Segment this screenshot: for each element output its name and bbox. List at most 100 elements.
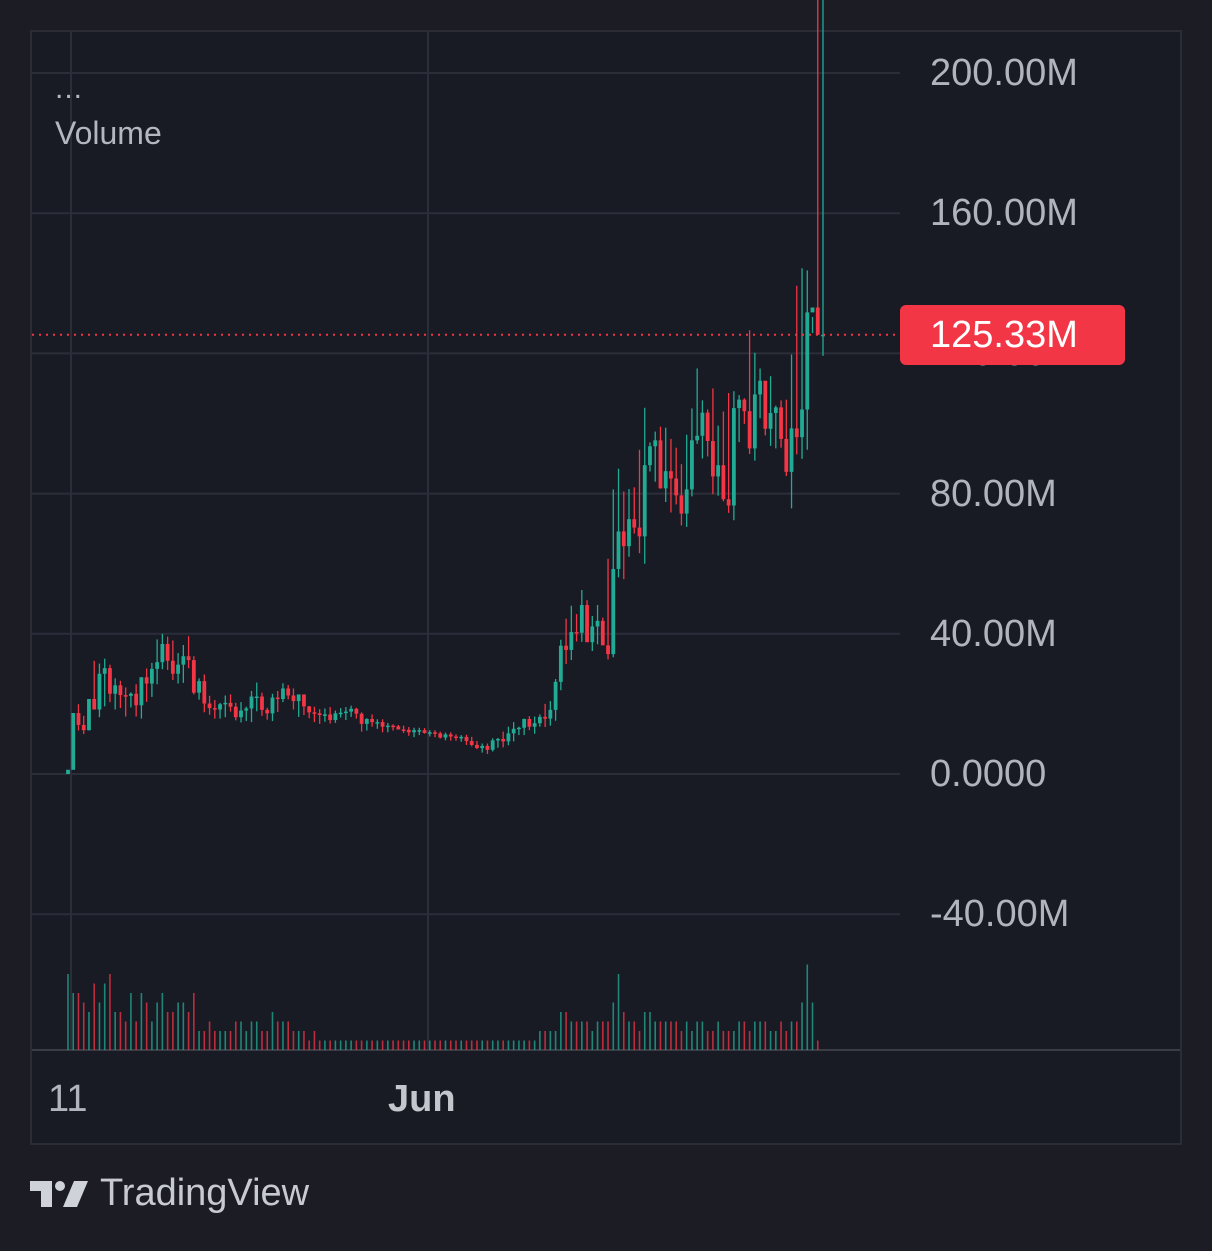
candle xyxy=(501,731,506,748)
volume-bar xyxy=(355,1040,358,1050)
candle-body xyxy=(354,708,359,714)
volume-bar xyxy=(607,1021,609,1050)
candle-body xyxy=(244,708,249,711)
candle xyxy=(296,694,301,717)
candle-body xyxy=(233,706,238,718)
volume-bar xyxy=(366,1040,368,1050)
candle xyxy=(496,737,500,748)
y-tick-label: 160.00M xyxy=(930,192,1078,235)
candle-body xyxy=(186,656,191,661)
candle-body xyxy=(212,708,217,710)
candle xyxy=(690,408,694,497)
candle-body xyxy=(501,738,506,742)
candle-body xyxy=(385,725,390,728)
candle xyxy=(522,718,527,736)
volume-bar xyxy=(680,1031,683,1050)
candle xyxy=(412,727,416,738)
volume-bar xyxy=(224,1031,227,1050)
candle-body xyxy=(779,407,783,439)
candle-body xyxy=(469,741,474,745)
candle xyxy=(385,722,390,733)
volume-bar xyxy=(219,1031,221,1050)
candle xyxy=(454,734,458,741)
candle-body xyxy=(417,730,422,732)
volume-bar xyxy=(250,1021,253,1050)
candle xyxy=(438,731,443,739)
candle xyxy=(632,487,637,534)
candle-body xyxy=(207,703,212,709)
volume-bar xyxy=(643,1012,646,1050)
candle xyxy=(380,719,385,733)
volume-bar xyxy=(392,1040,394,1050)
candle-body xyxy=(443,734,448,738)
candle-body xyxy=(632,519,637,528)
volume-bar xyxy=(303,1031,305,1050)
candle xyxy=(218,702,222,719)
candle-body xyxy=(747,411,752,449)
candle-body xyxy=(364,718,369,724)
volume-bar xyxy=(350,1040,352,1050)
volume-bar xyxy=(811,1002,814,1050)
candle xyxy=(244,706,249,722)
volume-bar xyxy=(780,1021,782,1050)
candle-body xyxy=(600,620,605,646)
volume-bar xyxy=(287,1021,290,1050)
candle-body xyxy=(700,412,705,436)
candle-body xyxy=(312,712,317,714)
candle-body xyxy=(118,685,123,696)
volume-bar xyxy=(581,1021,583,1050)
candle-body xyxy=(228,702,233,707)
candle-body xyxy=(412,730,416,733)
candle xyxy=(784,399,789,477)
candle xyxy=(92,660,97,710)
candle-body xyxy=(475,744,479,749)
volume-bar xyxy=(691,1031,693,1050)
candle-body xyxy=(401,729,406,731)
volume-bar xyxy=(114,1012,116,1050)
candle-body xyxy=(716,465,721,477)
candle xyxy=(658,426,663,489)
candle xyxy=(317,709,322,724)
candle xyxy=(758,368,762,419)
candle xyxy=(270,693,275,722)
volume-bar xyxy=(649,1012,651,1050)
volume-bar xyxy=(203,1031,206,1050)
volume-bar xyxy=(470,1040,473,1050)
candle-body xyxy=(537,716,542,724)
candle xyxy=(375,719,380,729)
volume-bar xyxy=(507,1040,510,1050)
candle xyxy=(134,684,139,717)
legend-indicator-label[interactable]: Volume xyxy=(55,115,162,151)
volume-bar xyxy=(633,1021,636,1050)
volume-bar xyxy=(449,1040,452,1050)
candle-body xyxy=(197,681,201,693)
legend-more-button[interactable]: ... xyxy=(55,72,84,105)
candle xyxy=(197,678,201,700)
candle-body xyxy=(254,696,259,699)
candle xyxy=(349,705,354,717)
candle-body xyxy=(642,465,647,537)
candle xyxy=(354,707,359,719)
volume-bar xyxy=(198,1031,200,1050)
candle-body xyxy=(113,685,118,694)
candle xyxy=(249,690,254,723)
candle xyxy=(616,468,621,578)
volume-bar xyxy=(554,1031,557,1050)
candle xyxy=(590,615,595,651)
volume-bar xyxy=(318,1040,321,1050)
candle-body xyxy=(87,698,91,731)
volume-bar xyxy=(727,1031,730,1050)
candle xyxy=(464,734,469,745)
candle-body xyxy=(454,736,458,738)
candle-body xyxy=(532,723,537,727)
volume-bar xyxy=(670,1021,672,1050)
volume-bar xyxy=(444,1040,447,1050)
volume-bar xyxy=(214,1031,216,1050)
candle xyxy=(66,769,70,774)
tradingview-logo[interactable]: TradingView xyxy=(30,1172,309,1215)
candle xyxy=(343,707,348,721)
volume-bar xyxy=(769,1031,772,1050)
volume-bar xyxy=(208,1021,211,1050)
candle xyxy=(459,735,464,742)
